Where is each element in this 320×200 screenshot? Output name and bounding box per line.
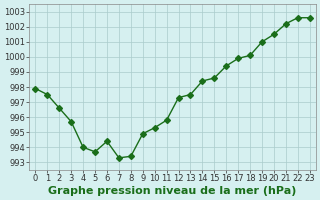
X-axis label: Graphe pression niveau de la mer (hPa): Graphe pression niveau de la mer (hPa) xyxy=(48,186,297,196)
